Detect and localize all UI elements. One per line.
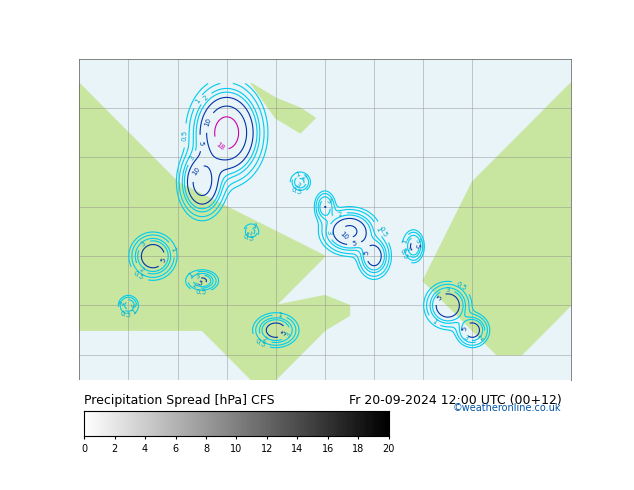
Text: 5: 5: [363, 250, 370, 256]
Text: 3: 3: [294, 181, 302, 189]
Polygon shape: [399, 29, 458, 44]
Text: 3: 3: [326, 230, 332, 235]
Text: 2: 2: [300, 173, 307, 181]
Text: 2: 2: [191, 282, 198, 290]
Text: 2: 2: [202, 95, 209, 102]
Text: 1: 1: [374, 226, 382, 233]
Text: 3: 3: [284, 331, 292, 339]
Text: 5: 5: [196, 279, 203, 287]
Text: 5: 5: [352, 241, 357, 247]
Polygon shape: [251, 83, 315, 133]
Text: Fr 20-09-2024 12:00 UTC (00+12): Fr 20-09-2024 12:00 UTC (00+12): [349, 393, 562, 407]
Text: 3: 3: [325, 197, 332, 205]
Text: 0.5: 0.5: [242, 234, 255, 243]
Text: 10: 10: [191, 166, 201, 177]
Text: 1: 1: [430, 318, 437, 325]
Text: 0.5: 0.5: [132, 270, 145, 281]
Text: 2: 2: [337, 211, 343, 218]
Text: 2: 2: [138, 266, 145, 273]
Text: 5: 5: [462, 326, 469, 332]
Polygon shape: [129, 295, 349, 379]
Text: 0.5: 0.5: [455, 280, 468, 291]
Text: 2: 2: [244, 229, 251, 235]
Text: 10: 10: [204, 117, 213, 127]
Text: 0.5: 0.5: [182, 130, 188, 141]
Text: ©weatheronline.co.uk: ©weatheronline.co.uk: [452, 403, 561, 413]
Text: 0.5: 0.5: [399, 248, 409, 261]
Text: 3: 3: [140, 241, 147, 248]
Text: 0.5: 0.5: [378, 226, 388, 239]
Text: 1: 1: [169, 246, 176, 252]
Text: 1: 1: [188, 271, 195, 279]
Text: 2: 2: [119, 300, 126, 307]
Text: 0.5: 0.5: [119, 311, 131, 319]
Text: 1: 1: [295, 171, 301, 178]
Polygon shape: [79, 207, 227, 330]
Text: 18: 18: [214, 141, 225, 151]
Text: 5: 5: [160, 257, 167, 264]
Text: 5: 5: [436, 294, 443, 301]
Text: 3: 3: [462, 334, 469, 342]
Text: 0.5: 0.5: [290, 187, 302, 196]
Text: 1: 1: [401, 239, 408, 245]
Text: 0.5: 0.5: [254, 338, 266, 348]
Text: 3: 3: [188, 154, 196, 161]
Text: 3: 3: [195, 272, 201, 279]
Polygon shape: [79, 83, 325, 330]
Text: 1: 1: [194, 98, 202, 105]
Text: 3: 3: [129, 302, 135, 308]
Text: 5: 5: [197, 141, 204, 146]
Text: 5: 5: [281, 330, 288, 337]
Text: 0.5: 0.5: [195, 289, 207, 295]
Text: 2: 2: [261, 336, 268, 343]
Polygon shape: [424, 83, 571, 355]
Text: 2: 2: [403, 246, 410, 251]
Text: 5: 5: [413, 243, 420, 248]
Text: 1: 1: [277, 312, 282, 318]
Text: 10: 10: [339, 230, 349, 241]
Text: 1: 1: [250, 222, 257, 230]
Text: 1: 1: [130, 308, 137, 316]
Text: Precipitation Spread [hPa] CFS: Precipitation Spread [hPa] CFS: [84, 393, 275, 407]
Text: 2: 2: [478, 334, 486, 342]
Text: 3: 3: [445, 287, 450, 293]
Text: 3: 3: [414, 237, 422, 244]
